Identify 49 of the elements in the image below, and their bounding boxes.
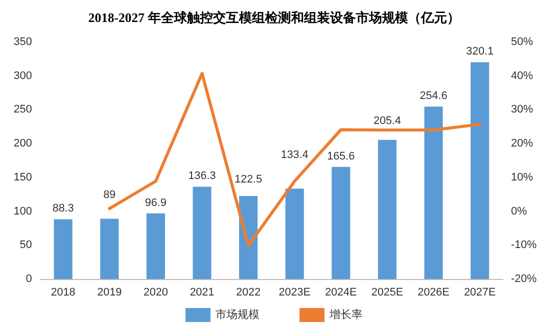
bar <box>470 62 490 279</box>
y-tick-label: 300 <box>14 70 32 82</box>
x-tick-label: 2022 <box>236 286 261 298</box>
x-tick-label: 2027E <box>464 286 496 298</box>
bar <box>424 106 443 279</box>
data-label: 88.3 <box>52 202 74 215</box>
x-tick-label: 2025E <box>371 286 404 298</box>
data-label: 165.6 <box>327 150 355 162</box>
y-tick-label: 150 <box>14 171 32 184</box>
x-tick-label: 2018 <box>50 286 76 298</box>
y-tick-label: 50 <box>20 239 32 252</box>
x-tick-label: 2024E <box>325 286 357 298</box>
y-tick-label: 100 <box>14 205 32 218</box>
y-tick-label: 350 <box>14 36 32 48</box>
x-tick-label: 2020 <box>144 286 168 298</box>
y-tick-label: 200 <box>14 138 32 150</box>
y-tick-label: 250 <box>14 104 32 116</box>
legend-label: 市场规模 <box>216 308 260 321</box>
data-label: 96.9 <box>145 196 166 209</box>
data-label: 89 <box>103 189 116 202</box>
x-tick-label: 2019 <box>97 286 122 298</box>
data-label: 133.4 <box>280 149 308 162</box>
data-label: 122.5 <box>234 173 262 186</box>
x-tick-label: 2026E <box>418 286 450 298</box>
chart-title: 2018-2027 年全球触控交互模组检测和组装设备市场规模（亿元） <box>88 10 460 25</box>
bar <box>146 213 166 279</box>
bar <box>54 219 72 279</box>
x-tick-label: 2021 <box>190 286 214 298</box>
y2-tick-label: 50% <box>511 36 534 48</box>
y2-tick-label: 10% <box>511 171 534 184</box>
data-label: 254.6 <box>420 90 448 102</box>
y2-tick-label: 40% <box>511 70 534 82</box>
data-label: 205.4 <box>373 114 402 127</box>
bar <box>192 186 212 279</box>
y2-tick-label: 30% <box>511 104 534 116</box>
y2-tick-label: -10% <box>511 239 537 252</box>
y-tick-label: 0 <box>26 273 32 285</box>
legend-label: 增长率 <box>328 308 362 321</box>
y2-tick-label: 20% <box>511 138 534 150</box>
data-label: 320.1 <box>466 46 494 58</box>
bar <box>239 196 258 279</box>
y2-tick-label: 0% <box>511 205 528 218</box>
bar <box>285 188 304 279</box>
x-tick-label: 2023E <box>278 286 311 298</box>
bar <box>378 140 397 279</box>
bar <box>332 166 350 279</box>
data-label: 136.3 <box>188 170 216 182</box>
y2-tick-label: -20% <box>511 273 537 285</box>
bar <box>100 218 119 279</box>
